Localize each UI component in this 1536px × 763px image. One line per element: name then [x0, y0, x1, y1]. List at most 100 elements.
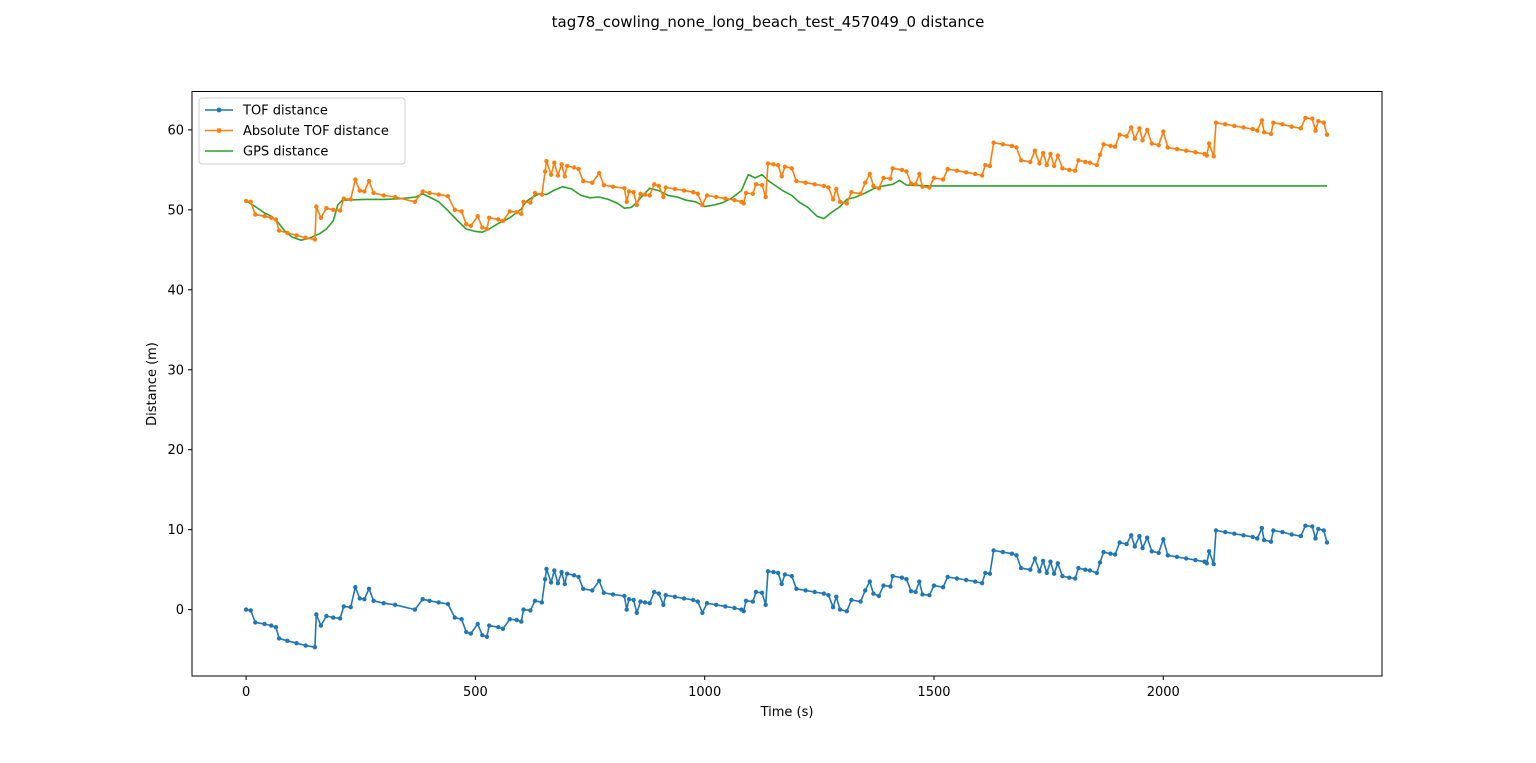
data-point [1073, 168, 1078, 173]
data-point [1156, 550, 1161, 556]
data-point [1137, 126, 1142, 131]
data-point [750, 599, 755, 604]
data-point [1129, 533, 1134, 538]
data-point [672, 594, 678, 599]
legend-entry: TOF distance [205, 104, 328, 119]
data-point [285, 638, 290, 643]
data-point [1324, 132, 1330, 137]
data-point [920, 184, 925, 189]
data-point [634, 610, 639, 615]
y-tick-label: 0 [176, 603, 184, 618]
data-point [1161, 537, 1166, 542]
data-point [983, 570, 988, 576]
data-point [631, 597, 636, 603]
data-point [1156, 142, 1161, 148]
data-point [544, 158, 549, 164]
data-point [908, 589, 914, 594]
data-point [1310, 524, 1315, 529]
data-point [1206, 549, 1212, 554]
data-point [775, 162, 781, 168]
data-point [564, 571, 570, 576]
data-point [821, 183, 827, 189]
y-tick-label: 50 [167, 203, 184, 218]
data-point [940, 177, 946, 182]
data-point [1055, 561, 1061, 566]
data-point [890, 573, 895, 579]
data-point [1316, 118, 1321, 124]
data-point [940, 585, 946, 590]
x-tick-label: 1500 [917, 685, 950, 700]
data-point [412, 607, 418, 612]
data-point [753, 589, 759, 595]
data-point [917, 579, 922, 584]
data-point [803, 180, 808, 185]
series-line-gps-distance [245, 173, 1327, 241]
data-point [741, 609, 746, 614]
data-point [973, 579, 978, 584]
data-point [1184, 556, 1189, 561]
data-point [1184, 148, 1189, 153]
data-point [581, 178, 586, 184]
data-point [931, 583, 937, 588]
data-point [559, 569, 564, 575]
data-point [487, 215, 492, 220]
y-tick-label: 40 [167, 283, 184, 298]
data-point [324, 206, 329, 211]
data-point [1268, 539, 1274, 544]
chart-title: tag78_cowling_none_long_beach_test_45704… [552, 13, 985, 32]
data-point [876, 593, 882, 599]
data-point [312, 645, 318, 650]
data-point [559, 162, 564, 167]
data-point [704, 601, 710, 606]
data-point [1149, 549, 1155, 554]
data-point [1250, 534, 1255, 540]
data-point [1261, 130, 1267, 135]
series-absolute-tof-distance [243, 115, 1330, 242]
data-point [789, 166, 794, 171]
legend-label: Absolute TOF distance [243, 124, 389, 139]
y-tick-label: 60 [167, 123, 184, 138]
data-point [314, 612, 319, 617]
data-point [331, 615, 336, 620]
y-tick-label: 30 [167, 363, 184, 378]
data-point [548, 580, 554, 585]
plot-frame [191, 91, 1383, 677]
data-point [1018, 565, 1024, 571]
data-point [759, 182, 765, 188]
data-point [1211, 561, 1216, 567]
data-point [552, 160, 557, 165]
data-point [634, 202, 639, 208]
data-point [248, 199, 253, 204]
data-point [704, 193, 710, 198]
data-point [945, 166, 950, 172]
data-point [652, 589, 657, 595]
data-point [849, 597, 854, 603]
data-point [743, 598, 749, 603]
data-point [794, 178, 799, 184]
data-point [782, 572, 788, 577]
data-point [1083, 159, 1088, 165]
data-point [1165, 553, 1171, 558]
data-point [528, 200, 533, 205]
data-point [341, 604, 346, 609]
data-point [759, 590, 765, 595]
data-point [1140, 545, 1145, 551]
data-point [436, 600, 441, 605]
data-point [695, 599, 700, 604]
data-point [849, 190, 854, 195]
data-point [917, 171, 922, 177]
data-point [496, 625, 501, 630]
data-point [610, 592, 616, 597]
data-point [519, 211, 524, 216]
data-point [1255, 536, 1260, 541]
data-point [555, 581, 561, 586]
data-point [243, 607, 249, 612]
data-point [979, 581, 985, 586]
data-point [562, 174, 567, 179]
data-point [663, 185, 668, 190]
data-point [899, 167, 905, 173]
data-point [681, 596, 687, 601]
data-point [1101, 549, 1106, 555]
data-point [1232, 123, 1237, 129]
data-point [987, 163, 993, 169]
